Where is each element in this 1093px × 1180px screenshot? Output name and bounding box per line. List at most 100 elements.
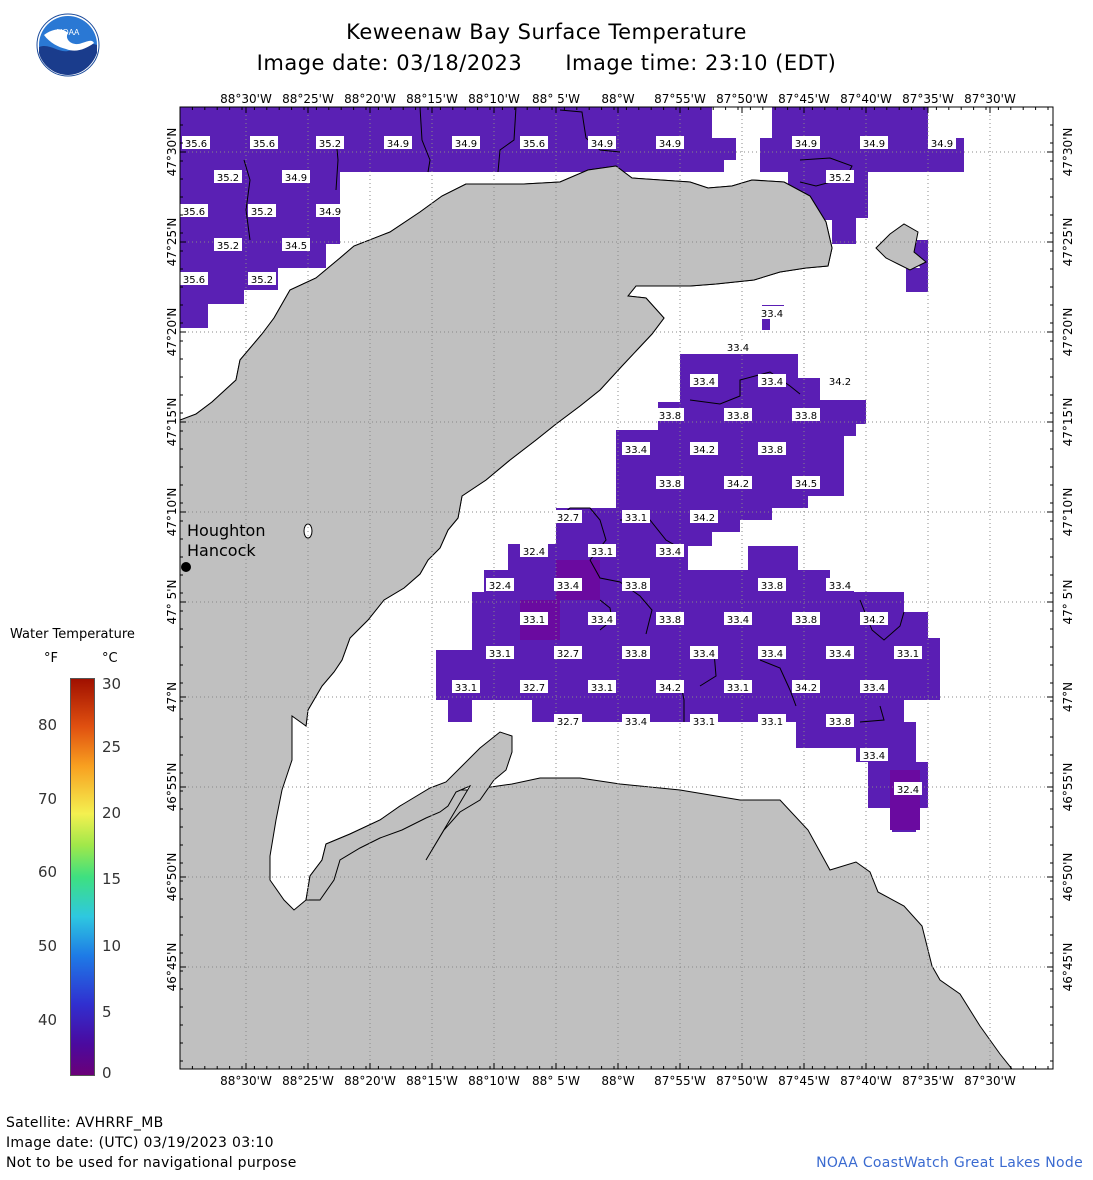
temperature-value: 35.2 [217,173,239,184]
latitude-label: 47° 5'N [1061,580,1075,625]
graticule [180,107,1053,1069]
longitude-label: 87°30'W [964,92,1016,106]
temperature-value: 34.5 [795,479,817,490]
temperature-value: 34.2 [863,615,885,626]
temperature-value: 35.6 [183,207,205,218]
latitude-label: 47°25'N [1061,218,1075,267]
temperature-label-box [282,170,310,183]
latitude-label: 47°30'N [165,128,179,177]
temperature-label-box [214,170,242,183]
temperature-label-box [250,136,278,149]
temperature-value: 33.8 [659,479,681,490]
legend-tick-f: 60 [38,863,58,881]
temperature-value: 33.4 [591,615,613,626]
temperature-value: 32.7 [523,683,545,694]
svg-text:NOAA: NOAA [57,28,80,37]
temperature-label-box [622,714,650,727]
longitude-label: 87°40'W [840,92,892,106]
longitude-label: 87°35'W [902,92,954,106]
longitude-label: 87°45'W [778,1074,830,1088]
temperature-label-box [724,476,752,489]
temperature-label-box [622,442,650,455]
legend-tick-c: 5 [102,1003,112,1021]
longitude-label: 88°10'W [468,1074,520,1088]
temperature-value: 32.7 [557,717,579,728]
temperature-label-box [554,714,582,727]
temperature-label-box [520,680,548,693]
latitude-label: 47°20'N [165,308,179,357]
temperature-value: 33.4 [863,683,885,694]
longitude-label: 87°40'W [840,1074,892,1088]
temperature-label-box [520,136,548,149]
footer-credit: NOAA CoastWatch Great Lakes Node [816,1155,1083,1171]
temperature-value: 34.9 [591,139,613,150]
temperature-value: 33.8 [795,615,817,626]
temperature-label-box [554,578,582,591]
temperature-label-box [486,646,514,659]
longitude-label: 87°30'W [964,1074,1016,1088]
temperature-value: 34.2 [693,445,715,456]
temperature-value: 33.8 [761,581,783,592]
latitude-label: 47°20'N [1061,308,1075,357]
longitude-label: 88° 5'W [532,1074,580,1088]
temperature-labels: 35.6 35.6 35.2 34.9 34.9 35.6 34.9 34.9 34.9 34.9… [180,136,956,796]
temperature-label-box [656,680,684,693]
temperature-value: 34.2 [693,513,715,524]
temperature-value: 34.9 [455,139,477,150]
temperature-value: 32.4 [489,581,511,592]
temperature-value: 33.4 [693,377,715,388]
temperature-value: 33.1 [591,547,613,558]
temperature-value: 35.2 [251,207,273,218]
temperature-value: 33.1 [455,683,477,694]
temperature-label-box [792,612,820,625]
temperature-value: 33.4 [693,649,715,660]
longitude-label: 87°55'W [654,92,706,106]
temperature-value: 35.6 [183,275,205,286]
temperature-label-box [860,612,888,625]
temperature-value: 32.7 [557,649,579,660]
temperature-label-box [758,374,786,387]
longitude-label: 88°20'W [344,1074,396,1088]
latitude-label: 47°25'N [165,218,179,267]
temperature-label-box [588,544,616,557]
temperature-label-box [758,578,786,591]
temperature-label-box [248,272,276,285]
temperature-label-box [656,612,684,625]
temperature-value: 33.4 [761,649,783,660]
longitude-label: 88°25'W [282,92,334,106]
city-label-houghton: Houghton [187,521,266,540]
footer-disclaimer: Not to be used for navigational purpose [6,1155,297,1171]
temperature-value: 34.2 [795,683,817,694]
temperature-value: 35.2 [217,241,239,252]
temperature-value: 33.1 [489,649,511,660]
temperature-value: 33.8 [659,411,681,422]
longitude-label: 88°25'W [282,1074,334,1088]
temperature-label-box [554,646,582,659]
longitude-labels-bottom: 88°30'W 88°25'W 88°20'W 88°15'W 88°10'W 88° 5… [220,1074,1016,1088]
longitude-label: 88°30'W [220,92,272,106]
temperature-value: 33.1 [727,683,749,694]
latitude-label: 47°15'N [165,398,179,447]
temperature-value: 33.1 [625,513,647,524]
latitude-label: 46°45'N [165,943,179,992]
temperature-value: 33.4 [863,751,885,762]
temperature-label-box [214,238,242,251]
longitude-label: 87°50'W [716,1074,768,1088]
footer-utc-date: Image date: (UTC) 03/19/2023 03:10 [6,1135,274,1151]
temperature-label-box [792,408,820,421]
image-time-label: Image time: 23:10 (EDT) [565,51,837,75]
latitude-label: 47°N [165,682,179,712]
temperature-label-box [180,204,208,217]
temperature-value: 32.7 [557,513,579,524]
temperature-label-box [826,170,854,183]
temperature-label-box [622,578,650,591]
latitude-labels-right: 47°30'N 47°25'N 47°20'N 47°15'N 47°10'N 47° 5… [1061,128,1075,992]
temperature-label-box [452,136,480,149]
temperature-label-box [182,136,210,149]
longitude-label: 88°20'W [344,92,396,106]
temperature-label-box [622,646,650,659]
temperature-label-box [248,204,276,217]
temperature-value: 33.1 [761,717,783,728]
legend-tick-f: 50 [38,937,58,955]
latitude-labels-left: 47°30'N 47°25'N 47°20'N 47°15'N 47°10'N 47° 5… [165,128,179,992]
